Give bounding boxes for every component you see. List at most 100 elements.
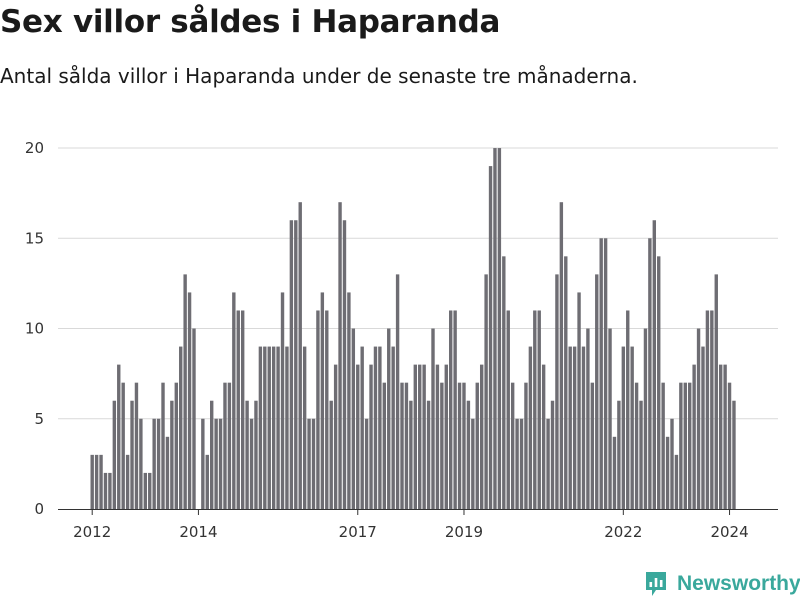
bar bbox=[240, 310, 245, 509]
y-tick-label: 10 bbox=[25, 320, 44, 338]
bar bbox=[493, 148, 497, 510]
bar bbox=[205, 454, 209, 509]
bar bbox=[245, 400, 249, 509]
bar bbox=[701, 346, 705, 509]
bar bbox=[360, 346, 364, 509]
bar bbox=[232, 292, 236, 509]
bar bbox=[648, 238, 652, 510]
bar bbox=[435, 364, 440, 509]
bar bbox=[718, 364, 723, 509]
bar bbox=[692, 364, 696, 509]
bar bbox=[727, 382, 732, 509]
bar bbox=[688, 382, 692, 509]
newsworthy-logo-icon bbox=[646, 572, 666, 596]
chart-subtitle: Antal sålda villor i Haparanda under de … bbox=[0, 64, 638, 88]
bar bbox=[271, 346, 276, 509]
bar bbox=[400, 382, 404, 509]
bar bbox=[254, 400, 258, 509]
bar bbox=[90, 454, 94, 509]
bar bbox=[117, 364, 121, 509]
bar bbox=[537, 310, 541, 509]
bar bbox=[143, 472, 148, 509]
bar bbox=[630, 346, 634, 509]
bar bbox=[329, 400, 333, 509]
y-tick-label: 0 bbox=[34, 500, 44, 518]
bar bbox=[502, 256, 506, 509]
bar bbox=[488, 166, 493, 509]
bar bbox=[391, 346, 395, 509]
bar bbox=[130, 400, 134, 509]
bar bbox=[643, 328, 648, 509]
bar bbox=[462, 382, 466, 509]
bar bbox=[192, 328, 196, 509]
bar bbox=[183, 274, 187, 509]
bar bbox=[369, 364, 373, 509]
bar bbox=[603, 238, 608, 510]
bar bbox=[723, 364, 727, 509]
bar bbox=[449, 310, 453, 509]
bar bbox=[714, 274, 718, 509]
bar bbox=[533, 310, 537, 509]
bar bbox=[515, 418, 519, 509]
bar bbox=[471, 418, 475, 509]
bar bbox=[364, 418, 369, 509]
bar bbox=[263, 346, 267, 509]
bar bbox=[174, 382, 178, 509]
bar bbox=[519, 418, 524, 509]
bar bbox=[732, 400, 736, 509]
bar bbox=[134, 382, 139, 509]
bar bbox=[139, 418, 143, 509]
bar bbox=[152, 418, 156, 509]
bar bbox=[121, 382, 125, 509]
bar bbox=[426, 400, 431, 509]
bar bbox=[351, 328, 356, 509]
x-tick-label: 2019 bbox=[445, 523, 483, 541]
bar bbox=[99, 454, 103, 509]
bar bbox=[595, 274, 599, 509]
bar bbox=[599, 238, 603, 510]
x-tick-label: 2017 bbox=[339, 523, 377, 541]
bar bbox=[125, 454, 130, 509]
bar bbox=[657, 256, 661, 509]
bar bbox=[395, 274, 400, 509]
bar bbox=[161, 382, 165, 509]
bar bbox=[267, 346, 271, 509]
brand-name: Newsworthy bbox=[677, 572, 800, 595]
bar bbox=[453, 310, 457, 509]
bar bbox=[608, 328, 612, 509]
bar bbox=[577, 292, 581, 509]
bar bbox=[311, 418, 316, 509]
bar bbox=[258, 346, 263, 509]
y-tick-label: 5 bbox=[34, 410, 44, 428]
bar bbox=[440, 382, 444, 509]
bar bbox=[108, 472, 112, 509]
bar bbox=[555, 274, 559, 509]
bar bbox=[652, 220, 657, 509]
bar bbox=[617, 400, 621, 509]
bar bbox=[201, 418, 205, 509]
bar bbox=[683, 382, 687, 509]
bar bbox=[559, 202, 564, 509]
bar bbox=[528, 346, 533, 509]
bar bbox=[506, 310, 510, 509]
bar bbox=[338, 202, 342, 509]
bar bbox=[634, 382, 639, 509]
x-tick-label: 2024 bbox=[710, 523, 748, 541]
bar bbox=[431, 328, 435, 509]
grid-lines bbox=[58, 147, 778, 420]
bar bbox=[294, 220, 298, 509]
bar bbox=[103, 472, 108, 509]
bar bbox=[94, 454, 99, 509]
bar bbox=[524, 382, 528, 509]
bar bbox=[378, 346, 382, 509]
bar bbox=[404, 382, 409, 509]
x-tick-label: 2014 bbox=[179, 523, 217, 541]
bar bbox=[679, 382, 683, 509]
bar bbox=[550, 400, 555, 509]
bar bbox=[674, 454, 679, 509]
bar bbox=[373, 346, 378, 509]
bar bbox=[218, 418, 223, 509]
bar bbox=[280, 292, 285, 509]
bar bbox=[572, 346, 577, 509]
